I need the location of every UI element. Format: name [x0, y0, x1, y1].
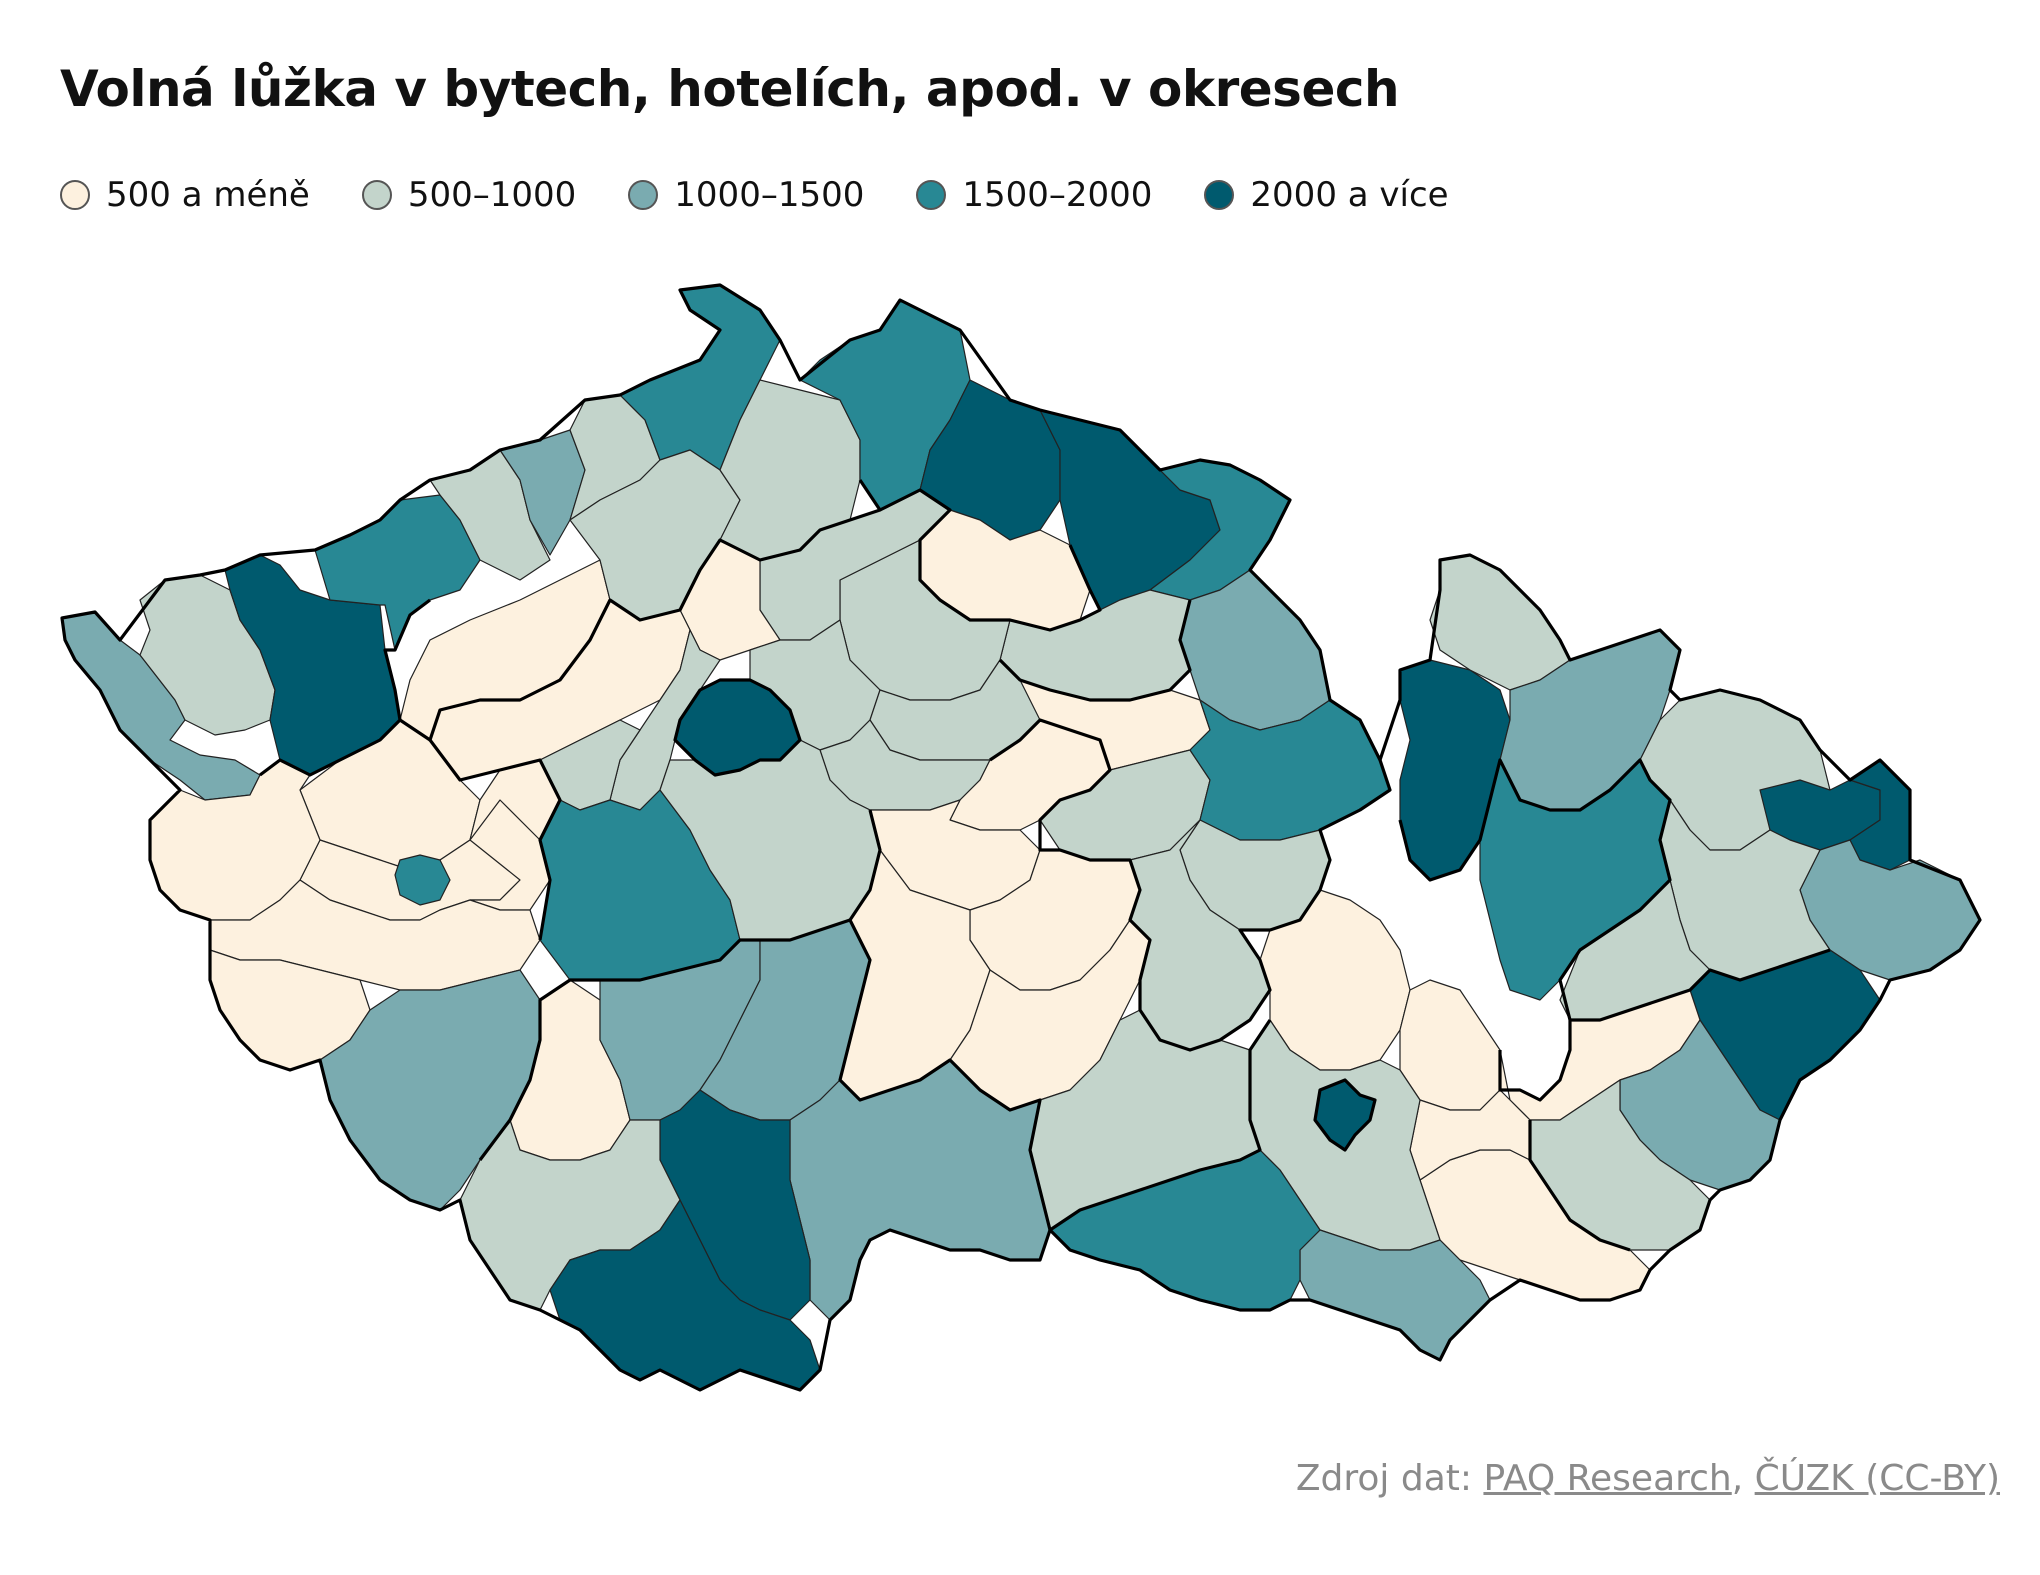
legend-swatch-500-1000 [361, 180, 392, 210]
region-border-hradec [998, 599, 1192, 702]
source-link-paq[interactable]: PAQ Research [1483, 1458, 1732, 1499]
legend-item-1500-2000: 1500–2000 [916, 175, 1152, 215]
legend-item-2000-more: 2000 a více [1204, 175, 1449, 215]
region-border-usti [399, 479, 882, 742]
legend-label: 2000 a více [1250, 175, 1449, 215]
legend-label: 1000–1500 [674, 175, 865, 215]
legend-swatch-1500-2000 [916, 180, 947, 210]
region-border-olomouc [1398, 758, 1672, 1102]
legend-swatch-1000-1500 [628, 180, 659, 210]
czech-districts-map [60, 283, 1982, 1392]
source-link-cuzk[interactable]: ČÚZK (CC-BY) [1754, 1458, 2000, 1499]
source-note: Zdroj dat: PAQ Research, ČÚZK (CC-BY) [1296, 1458, 2000, 1499]
source-prefix: Zdroj dat: [1295, 1458, 1484, 1499]
legend-swatch-500-less [60, 180, 90, 210]
region-border-zlin [1570, 948, 1831, 1022]
region-border-plzen [428, 739, 562, 941]
district-blansko[interactable] [1259, 889, 1411, 1071]
district-plzen-city[interactable] [394, 854, 451, 906]
state-border [60, 283, 1982, 1392]
legend-label: 1500–2000 [962, 175, 1153, 215]
region-border-pardubice [989, 718, 1392, 1052]
region-border-southbohemia [478, 918, 851, 1161]
legend: 500 a méně 500–1000 1000–1500 1500–2000 … [60, 175, 1501, 215]
legend-item-500-less: 500 a méně [60, 175, 310, 215]
region-border-brno [1313, 1078, 1377, 1152]
legend-item-500-1000: 500–1000 [361, 175, 577, 215]
district-prostejov[interactable] [1399, 979, 1501, 1111]
region-border-prague [673, 678, 802, 777]
legend-swatch-2000-more [1204, 180, 1235, 210]
region-border-vysocina [838, 809, 1272, 1232]
region-border-southmoravia [1528, 1120, 1631, 1252]
legend-item-1000-1500: 1000–1500 [628, 175, 864, 215]
source-separator: , [1731, 1458, 1755, 1499]
map-title: Volná lůžka v bytech, hotelích, apod. v … [60, 60, 1400, 118]
legend-label: 500 a méně [106, 175, 310, 215]
region-border-liberec [879, 488, 1102, 632]
legend-label: 500–1000 [407, 175, 577, 215]
